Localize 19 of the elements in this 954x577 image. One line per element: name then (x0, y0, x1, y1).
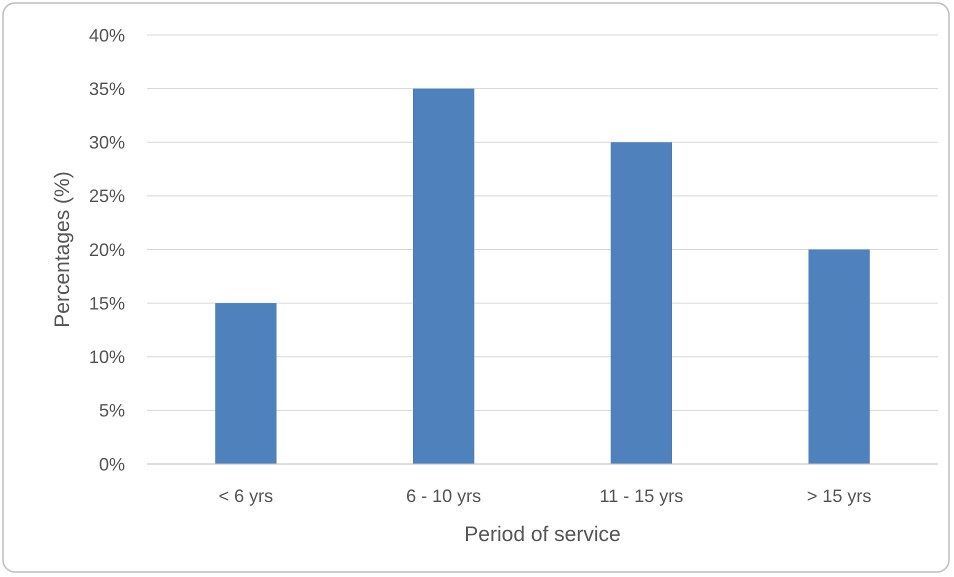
bar (412, 88, 474, 464)
x-tick-label: > 15 yrs (806, 486, 872, 506)
y-tick-label: 25% (88, 186, 125, 206)
y-tick-label: 40% (88, 25, 125, 46)
y-tick-label: 20% (88, 240, 125, 260)
bar (610, 142, 672, 464)
y-tick-label: 10% (88, 347, 125, 368)
x-tick-label: 11 - 15 yrs (600, 486, 684, 506)
x-axis-title: Period of service (464, 523, 621, 546)
x-tick-label: < 6 yrs (218, 486, 274, 506)
bar (215, 303, 277, 464)
bar (808, 250, 870, 464)
x-tick-label: 6 - 10 yrs (406, 486, 482, 506)
y-tick-label: 30% (88, 132, 125, 153)
y-tick-label: 35% (88, 78, 125, 99)
y-tick-label: 0% (98, 454, 125, 474)
y-tick-label: 15% (88, 293, 125, 314)
y-axis-title: Percentages (%) (51, 171, 74, 328)
y-tick-label: 5% (98, 400, 125, 421)
